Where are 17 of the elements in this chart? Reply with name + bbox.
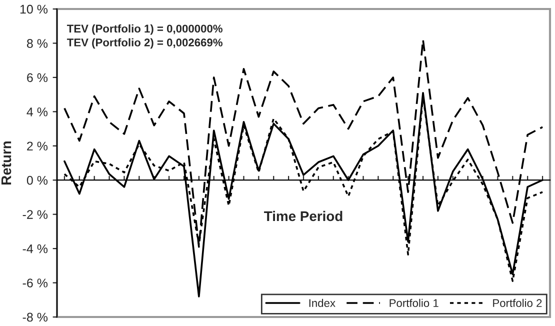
y-tick-label: -8 % [22, 312, 48, 322]
y-tick-label: 6 % [27, 73, 48, 82]
y-tick-label: 0 % [26, 176, 48, 185]
y-tick-label: 2 % [27, 142, 48, 150]
y-axis-title: Return [1, 141, 12, 184]
y-tick-label: -6 % [22, 278, 48, 288]
x-axis-title: Time Period [264, 210, 342, 222]
annotation: TEV (Portfolio 1) = 0,000000% [66, 24, 222, 35]
y-tick-label: -4 % [22, 244, 48, 254]
y-tick-label: 4 % [26, 108, 48, 116]
y-tick-label: 10 % [20, 4, 48, 14]
y-tick-label: 8 % [26, 39, 48, 48]
legend-label: Index [309, 298, 336, 308]
legend-label: Portfolio 2 [493, 298, 542, 308]
annotation: TEV (Portfolio 2) = 0,002669% [66, 38, 222, 49]
legend-label: Portfolio 1 [390, 298, 438, 308]
y-tick-label: -2 % [22, 210, 48, 219]
